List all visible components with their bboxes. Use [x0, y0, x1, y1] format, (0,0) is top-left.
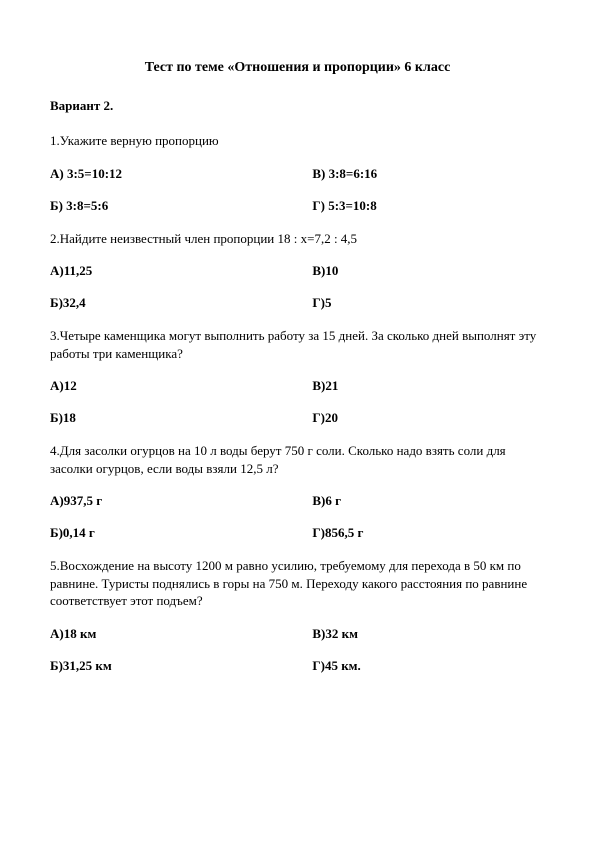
option-a: А) 3:5=10:12 — [50, 166, 312, 182]
options-row: А)937,5 г В)6 г — [50, 493, 545, 509]
options-row: Б) 3:8=5:6 Г) 5:3=10:8 — [50, 198, 545, 214]
option-a: А)12 — [50, 378, 312, 394]
question-5: 5.Восхождение на высоту 1200 м равно уси… — [50, 557, 545, 674]
question-text: 5.Восхождение на высоту 1200 м равно уси… — [50, 557, 545, 610]
option-v: В)10 — [312, 263, 545, 279]
question-text: 2.Найдите неизвестный член пропорции 18 … — [50, 230, 545, 248]
option-a: А)11,25 — [50, 263, 312, 279]
option-v: В)32 км — [312, 626, 545, 642]
question-text: 4.Для засолки огурцов на 10 л воды берут… — [50, 442, 545, 477]
option-g: Г)20 — [312, 410, 545, 426]
option-v: В)6 г — [312, 493, 545, 509]
question-4: 4.Для засолки огурцов на 10 л воды берут… — [50, 442, 545, 541]
question-text: 3.Четыре каменщика могут выполнить работ… — [50, 327, 545, 362]
option-a: А)937,5 г — [50, 493, 312, 509]
question-1: 1.Укажите верную пропорцию А) 3:5=10:12 … — [50, 132, 545, 214]
options-row: Б)31,25 км Г)45 км. — [50, 658, 545, 674]
option-g: Г) 5:3=10:8 — [312, 198, 545, 214]
variant-label: Вариант 2. — [50, 98, 545, 114]
options-row: А)18 км В)32 км — [50, 626, 545, 642]
options-row: А)12 В)21 — [50, 378, 545, 394]
options-row: А) 3:5=10:12 В) 3:8=6:16 — [50, 166, 545, 182]
option-v: В) 3:8=6:16 — [312, 166, 545, 182]
options-row: А)11,25 В)10 — [50, 263, 545, 279]
options-row: Б)32,4 Г)5 — [50, 295, 545, 311]
option-b: Б)18 — [50, 410, 312, 426]
question-text: 1.Укажите верную пропорцию — [50, 132, 545, 150]
option-b: Б) 3:8=5:6 — [50, 198, 312, 214]
option-g: Г)5 — [312, 295, 545, 311]
question-3: 3.Четыре каменщика могут выполнить работ… — [50, 327, 545, 426]
option-g: Г)856,5 г — [312, 525, 545, 541]
option-b: Б)0,14 г — [50, 525, 312, 541]
option-b: Б)32,4 — [50, 295, 312, 311]
option-a: А)18 км — [50, 626, 312, 642]
option-b: Б)31,25 км — [50, 658, 312, 674]
option-v: В)21 — [312, 378, 545, 394]
question-2: 2.Найдите неизвестный член пропорции 18 … — [50, 230, 545, 312]
options-row: Б)18 Г)20 — [50, 410, 545, 426]
option-g: Г)45 км. — [312, 658, 545, 674]
options-row: Б)0,14 г Г)856,5 г — [50, 525, 545, 541]
page-title: Тест по теме «Отношения и пропорции» 6 к… — [50, 60, 545, 76]
